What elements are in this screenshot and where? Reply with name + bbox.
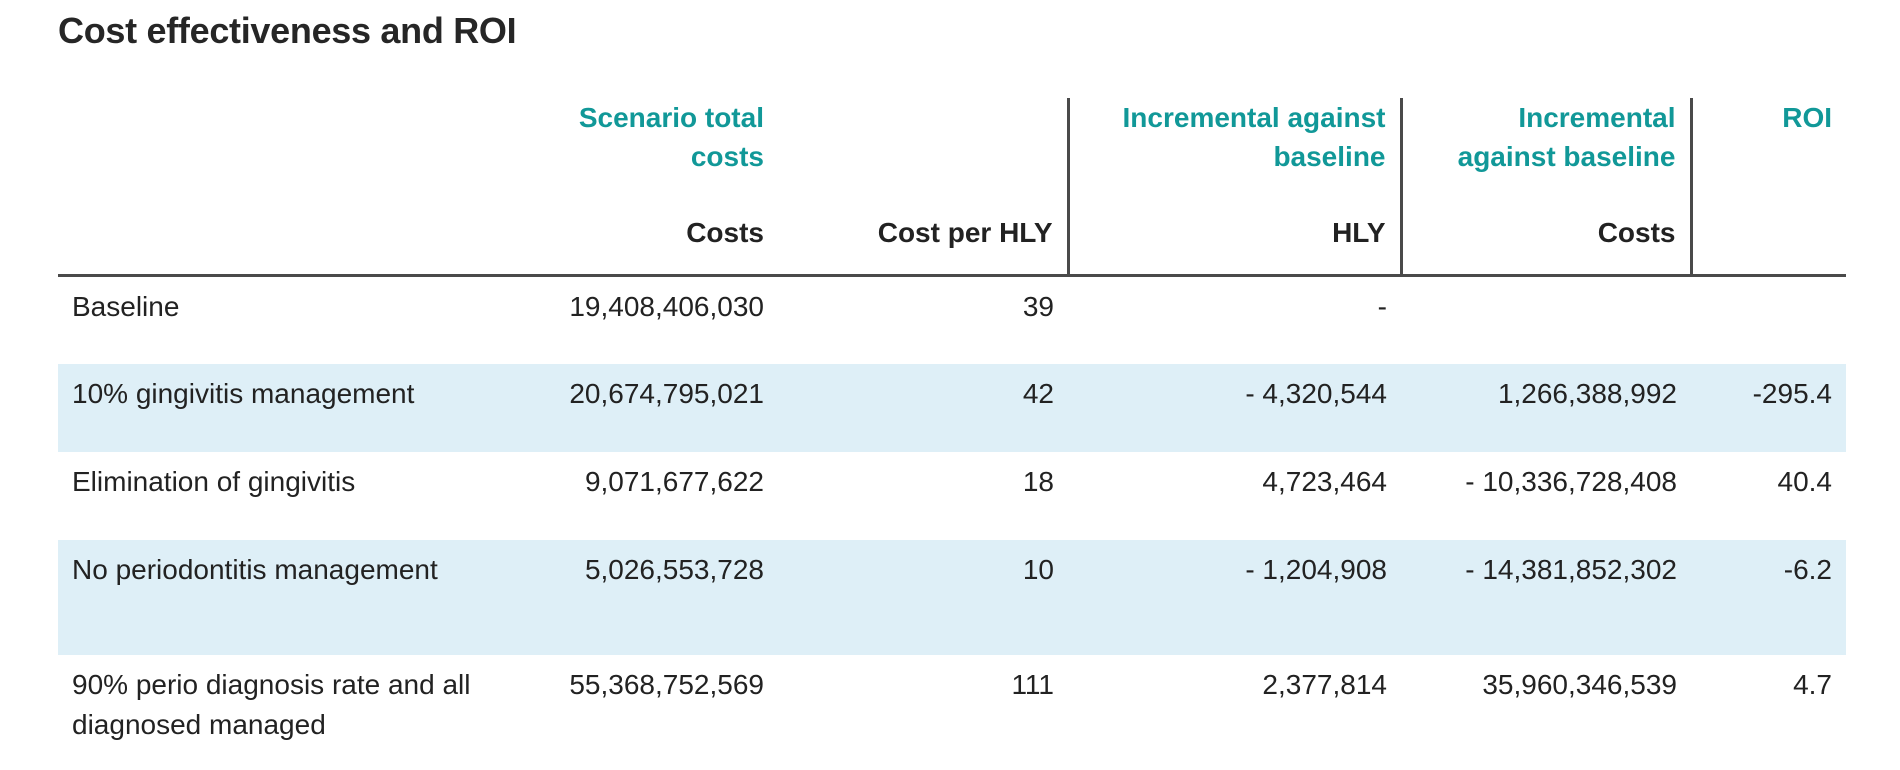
sub-header-row: Costs Cost per HLY HLY Costs <box>58 213 1846 276</box>
cell-cost-per-hly: 10 <box>778 539 1068 655</box>
cell-cost-per-hly: 18 <box>778 451 1068 540</box>
cell-cost-per-hly: 111 <box>778 654 1068 770</box>
cell-inc-hly: 4,723,464 <box>1068 451 1401 540</box>
cell-cost-per-hly: 39 <box>778 275 1068 364</box>
subheader-hly: HLY <box>1066 213 1401 276</box>
table-row-perio-diagnosis: 90% perio diagnosis rate and all diagnos… <box>58 654 1846 770</box>
row-label: 10% gingivitis management <box>58 363 518 452</box>
cell-inc-costs: - 14,381,852,302 <box>1401 539 1691 655</box>
cell-cost-per-hly: 42 <box>778 363 1068 452</box>
subheader-cost-per-hly: Cost per HLY <box>877 217 1053 248</box>
cell-costs: 9,071,677,622 <box>518 451 778 540</box>
row-label: No periodontitis management <box>58 539 518 655</box>
cell-inc-hly: - 4,320,544 <box>1068 363 1401 452</box>
cell-roi: 40.4 <box>1691 451 1846 540</box>
cell-roi: -295.4 <box>1691 363 1846 452</box>
subheader-inc-costs: Costs <box>1399 213 1691 276</box>
row-label: Elimination of gingivitis <box>58 451 518 540</box>
cell-roi <box>1691 275 1846 364</box>
cell-inc-hly: 2,377,814 <box>1068 654 1401 770</box>
cell-costs: 20,674,795,021 <box>518 363 778 452</box>
subheader-roi-blank <box>1689 213 1846 276</box>
subheader-costs: Costs <box>686 217 764 248</box>
cell-inc-hly: - <box>1068 275 1401 364</box>
row-label: 90% perio diagnosis rate and all diagnos… <box>58 654 518 770</box>
cell-inc-costs: 35,960,346,539 <box>1401 654 1691 770</box>
group-header-row: Scenario total costs Incremental against… <box>58 98 1846 213</box>
header-blank <box>58 98 518 213</box>
table-row-gingivitis-management: 10% gingivitis management 20,674,795,021… <box>58 363 1846 452</box>
header-roi: ROI <box>1689 98 1846 213</box>
cell-inc-hly: - 1,204,908 <box>1068 539 1401 655</box>
header-scenario-total-costs: Scenario total costs <box>578 102 764 172</box>
cell-inc-costs: - 10,336,728,408 <box>1401 451 1691 540</box>
cell-roi: 4.7 <box>1691 654 1846 770</box>
table-row-elimination-gingivitis: Elimination of gingivitis 9,071,677,622 … <box>58 451 1846 540</box>
table-row-no-periodontitis: No periodontitis management 5,026,553,72… <box>58 539 1846 655</box>
cell-costs: 19,408,406,030 <box>518 275 778 364</box>
page-title: Cost effectiveness and ROI <box>58 10 517 51</box>
cell-costs: 55,368,752,569 <box>518 654 778 770</box>
cost-effectiveness-table: Scenario total costs Incremental against… <box>58 98 1846 770</box>
cell-costs: 5,026,553,728 <box>518 539 778 655</box>
row-label: Baseline <box>58 275 518 364</box>
header-incremental-hly: Incremental against baseline <box>1066 98 1401 213</box>
cell-inc-costs: 1,266,388,992 <box>1401 363 1691 452</box>
cell-inc-costs <box>1401 275 1691 364</box>
subheader-blank <box>58 213 518 276</box>
table-row-baseline: Baseline 19,408,406,030 39 - <box>58 275 1846 364</box>
header-blank-cost-per-hly <box>778 98 1068 213</box>
cell-roi: -6.2 <box>1691 539 1846 655</box>
header-incremental-costs: Incremental against baseline <box>1399 98 1691 213</box>
